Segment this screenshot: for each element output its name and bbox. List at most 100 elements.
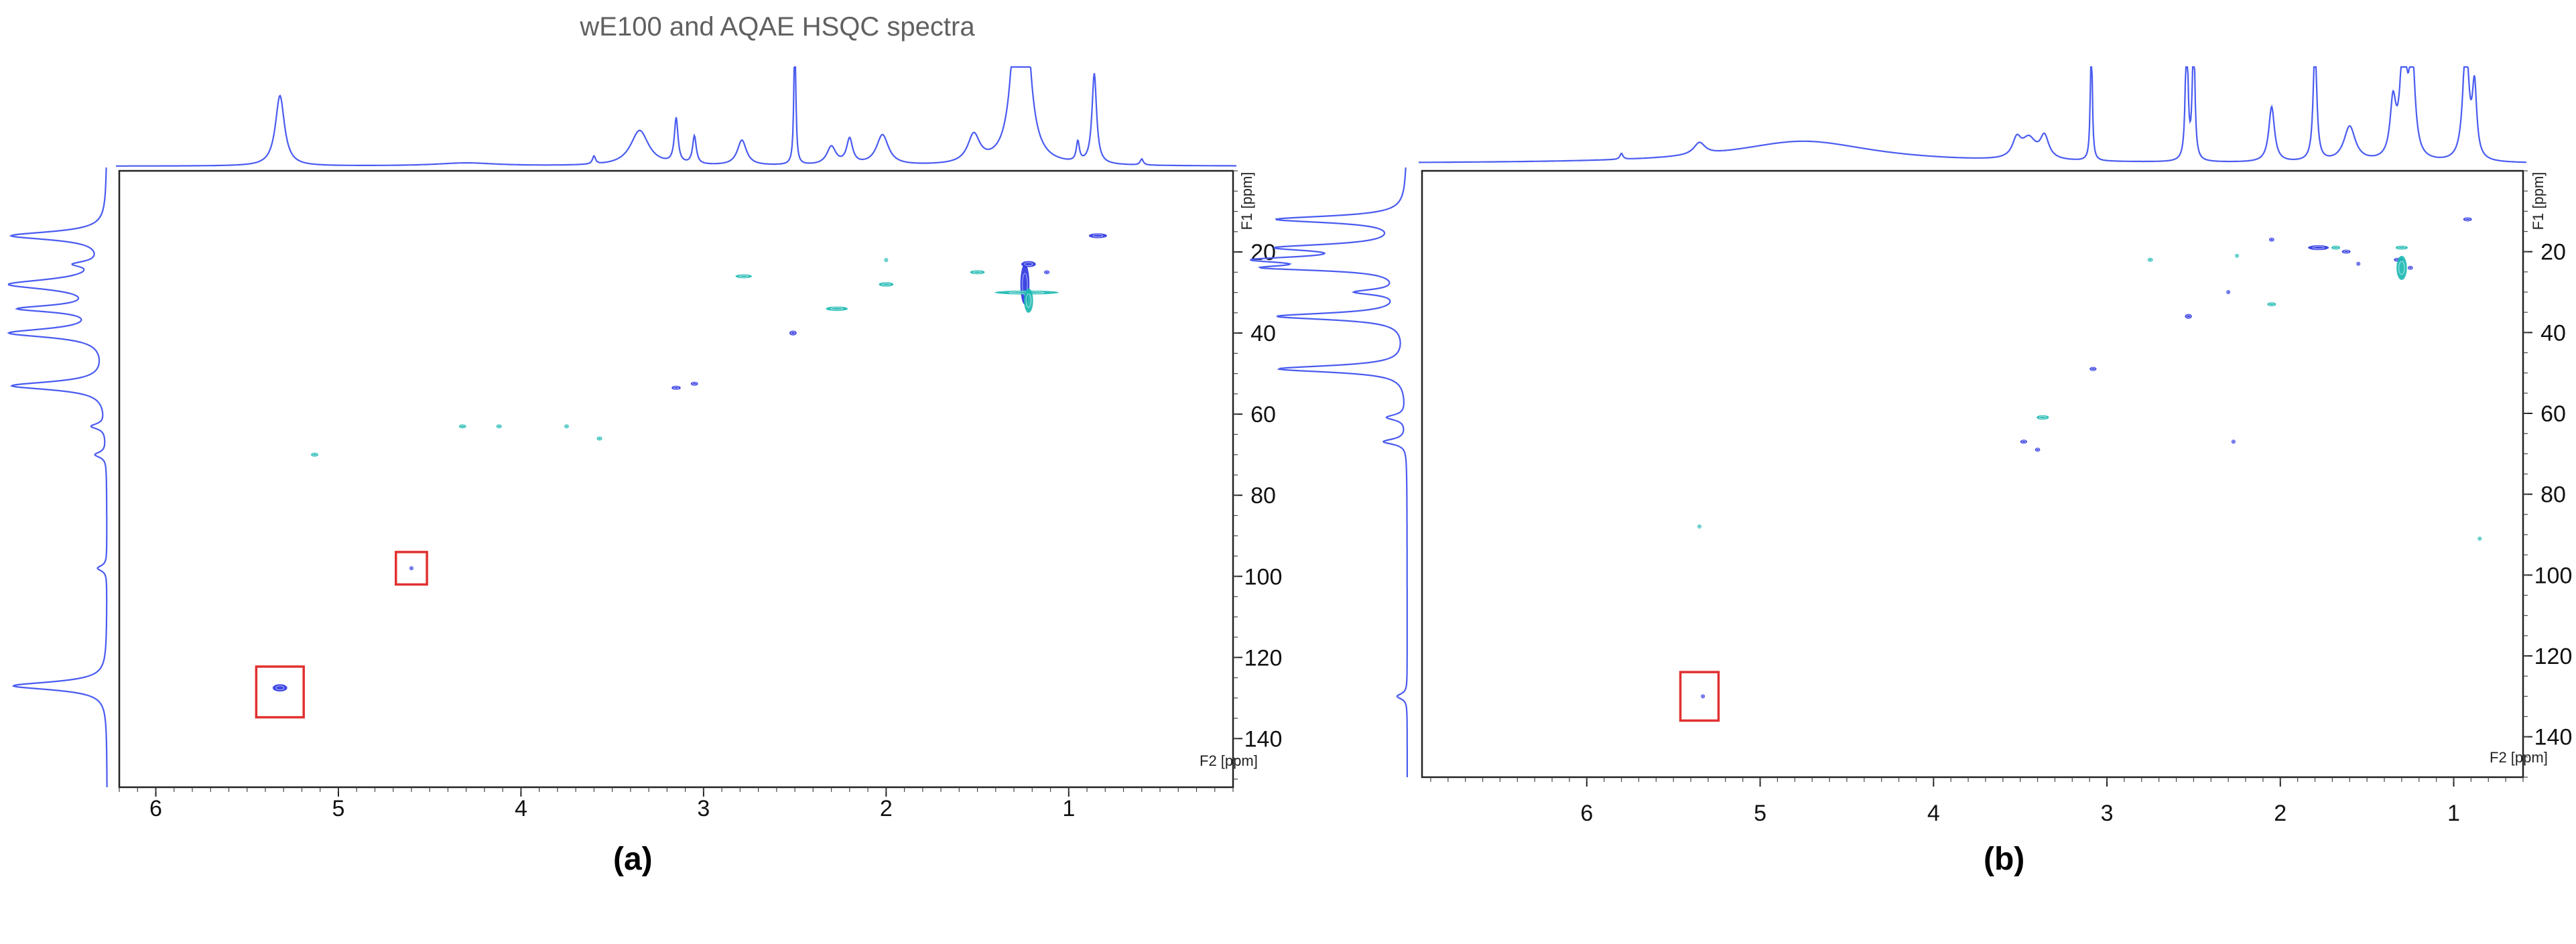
highlight-box [255, 665, 305, 719]
f1-projection-trace [7, 167, 108, 787]
cross-peak [2395, 245, 2408, 250]
y-tick-label: 140 [2534, 725, 2573, 750]
f2-projection-trace [116, 66, 1236, 167]
cross-peak-contour [973, 271, 982, 274]
cross-peak-contour [830, 307, 844, 311]
cross-peak [2308, 245, 2329, 251]
cross-peak-contour [2035, 448, 2040, 452]
x-tick-label: 6 [149, 796, 162, 821]
cross-peak [879, 282, 894, 287]
y-tick-label: 80 [1250, 483, 1276, 509]
cross-peak-contour [2268, 302, 2274, 306]
cross-peak-contour [692, 382, 697, 385]
cross-peak-contour [275, 685, 285, 691]
cross-peak [1024, 288, 1033, 313]
cross-peak-contour [2408, 266, 2412, 269]
cross-peak-contour [2398, 261, 2405, 275]
cross-peak-contour [881, 283, 891, 286]
x-axis-label: F2 [ppm] [1200, 752, 1258, 769]
cross-peak [826, 306, 848, 312]
cross-peak-contour [790, 331, 795, 335]
cross-peak-contour [1024, 262, 1033, 267]
cross-peak-contour [2312, 246, 2325, 250]
x-tick-label: 3 [697, 796, 710, 821]
y-axis-label: F1 [ppm] [2530, 172, 2547, 230]
x-tick-label: 4 [515, 796, 527, 821]
cross-peak [671, 385, 681, 390]
x-tick-label: 2 [880, 796, 893, 821]
cross-peak-contour [2226, 290, 2230, 294]
y-tick-label: 80 [2540, 482, 2566, 508]
y-tick-label: 20 [2540, 240, 2566, 265]
x-tick-label: 6 [1580, 801, 1593, 826]
cross-peak [272, 684, 287, 692]
cross-peak-contour [2343, 250, 2349, 253]
cross-peak [735, 274, 753, 279]
cross-peak-contour [2357, 262, 2360, 265]
x-tick-label: 5 [332, 796, 344, 821]
cross-peak [2396, 255, 2407, 280]
cross-peak-contour [1697, 525, 1701, 529]
panel-label-b: (b) [1984, 841, 2025, 877]
cross-peak-contour [460, 425, 465, 428]
cross-peak [789, 330, 797, 336]
y-tick-label: 120 [1244, 645, 1283, 671]
cross-peak-contour [2398, 246, 2406, 249]
chart-title: wE100 and AQAE HSQC spectra [580, 12, 975, 42]
y-tick-label: 100 [2534, 563, 2573, 588]
y-axis-label: F1 [ppm] [1238, 172, 1255, 230]
plot-frame [1421, 170, 2524, 779]
cross-peak-contour [2039, 415, 2047, 419]
x-tick-label: 1 [1062, 796, 1075, 821]
x-axis-label: F2 [ppm] [2490, 749, 2548, 766]
panel-label-a: (a) [613, 841, 653, 877]
cross-peak-contour [409, 567, 413, 570]
cross-peak-contour [565, 425, 568, 428]
x-tick-label: 1 [2447, 801, 2460, 826]
x-tick-label: 4 [1927, 801, 1940, 826]
cross-peak-contour [738, 275, 749, 278]
y-tick-label: 60 [2540, 401, 2566, 427]
y-tick-label: 100 [1244, 564, 1283, 590]
y-tick-label: 40 [2540, 320, 2566, 346]
highlight-box [1679, 671, 1720, 722]
cross-peak [970, 270, 985, 275]
plot-frame [118, 170, 1234, 789]
cross-peak-contour [2478, 537, 2482, 541]
cross-peak-contour [2021, 440, 2026, 444]
cross-peak-contour [2090, 367, 2096, 370]
cross-peak-contour [2186, 314, 2191, 318]
y-tick-label: 120 [2534, 644, 2573, 669]
cross-peak-contour [1025, 293, 1032, 308]
cross-peak-contour [312, 453, 318, 456]
cross-peak-contour [2148, 258, 2152, 261]
cross-peak-contour [885, 259, 888, 262]
cross-peak [1021, 261, 1036, 267]
cross-peak-contour [1092, 234, 1104, 238]
highlight-box [395, 551, 428, 586]
y-tick-label: 140 [1244, 726, 1283, 752]
cross-peak [1088, 233, 1108, 239]
cross-peak [2463, 217, 2472, 222]
cross-peak-contour [673, 386, 680, 389]
cross-peak-contour [1701, 695, 1705, 698]
cross-peak-contour [2270, 238, 2274, 241]
f1-projection-trace [1250, 167, 1408, 777]
cross-peak-contour [2333, 246, 2339, 249]
x-tick-label: 2 [2274, 801, 2287, 826]
y-tick-label: 40 [1250, 321, 1276, 346]
cross-peak-contour [2235, 254, 2239, 257]
cross-peak-contour [497, 425, 501, 428]
cross-peak-contour [2232, 440, 2236, 444]
f2-projection-trace [1419, 66, 2526, 163]
x-tick-label: 3 [2101, 801, 2114, 826]
y-tick-label: 60 [1250, 402, 1276, 427]
cross-peak-contour [2465, 218, 2471, 221]
cross-peak-contour [1045, 271, 1049, 274]
x-tick-label: 5 [1754, 801, 1766, 826]
cross-peak [2037, 415, 2049, 420]
cross-peak [2185, 314, 2192, 319]
